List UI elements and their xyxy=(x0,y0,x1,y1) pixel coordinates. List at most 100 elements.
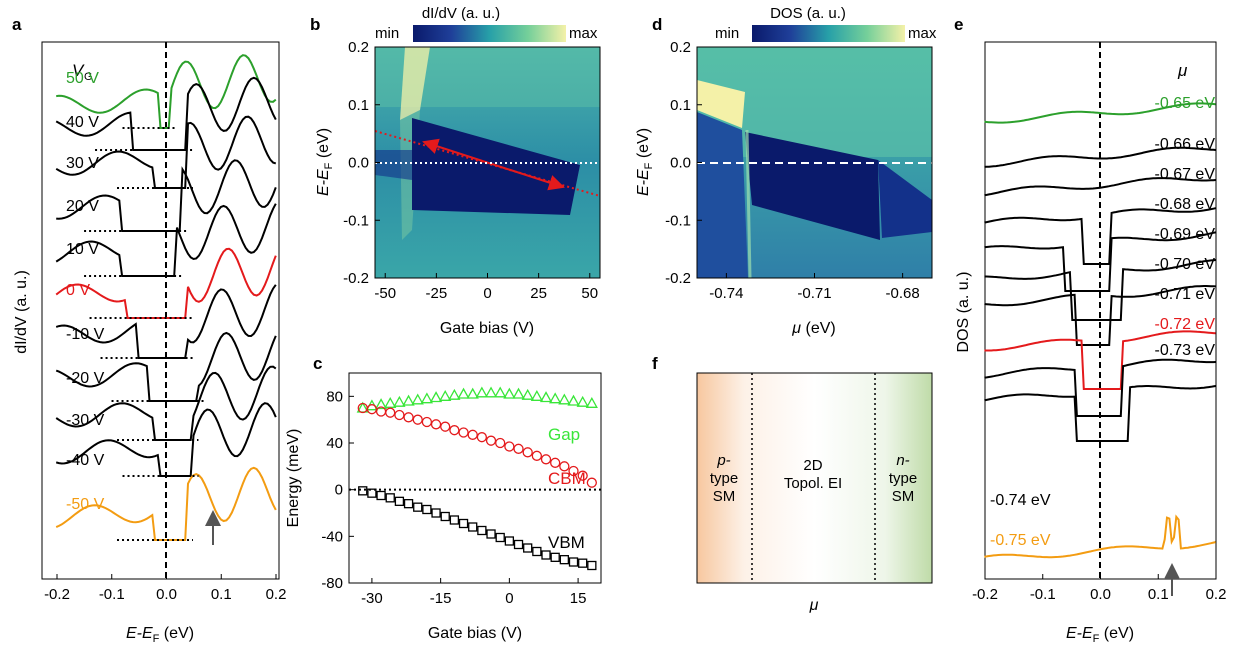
gap-point xyxy=(558,393,571,405)
cbm-point xyxy=(449,425,460,436)
gap-point xyxy=(475,386,488,398)
vbm-point xyxy=(477,525,487,536)
panel-label-d: d xyxy=(652,15,662,34)
xtick-e-ticklabel: 0.2 xyxy=(1206,586,1227,603)
gap-point xyxy=(494,386,507,398)
legend-gap: Gap xyxy=(548,425,580,444)
cbm-point xyxy=(467,429,478,440)
colorbar-title-d: DOS (a. u.) xyxy=(770,5,846,22)
vbm-point xyxy=(358,486,368,496)
panel-d: d DOS (a. u.) min max -0.74 -0.71 -0.68 0.… xyxy=(635,5,937,337)
vbm-point xyxy=(440,511,450,522)
curve-label-e: -0.68 eV xyxy=(1155,196,1216,213)
colorbar-max-d: max xyxy=(908,25,937,42)
panel-f: f p- type SM 2D Topol. EI n- type SM μ xyxy=(652,354,933,614)
curve-label-e: -0.75 eV xyxy=(990,532,1051,549)
vbm-point xyxy=(449,515,460,525)
panel-label-b: b xyxy=(310,15,320,34)
xticks-c: -30 -15 0 15 xyxy=(361,578,586,607)
vbm-point xyxy=(394,496,405,506)
xlabel-a: E-EF (eV) xyxy=(126,625,194,645)
gap-point xyxy=(402,394,415,406)
svg-text:2D: 2D xyxy=(803,457,822,474)
ytick-b-ticklabel: 0.0 xyxy=(348,155,369,172)
xtick-a-ticklabel: -0.2 xyxy=(44,586,70,603)
spectrum-curve-a xyxy=(55,365,277,441)
gap-point xyxy=(448,388,461,400)
ytick-b-ticklabel: -0.2 xyxy=(343,270,369,287)
vbm-point xyxy=(458,518,469,529)
gap-point xyxy=(567,394,580,406)
cbm-point xyxy=(485,435,497,446)
curve-label-e: -0.69 eV xyxy=(1155,226,1216,243)
dos-curve-e xyxy=(984,358,1216,417)
ytick-d-ticklabel: 0.0 xyxy=(670,155,691,172)
gap-point xyxy=(585,396,598,408)
vbm-point xyxy=(578,558,588,568)
gap-point xyxy=(512,387,525,399)
dos-curve-e xyxy=(984,231,1216,292)
vbm-point xyxy=(367,488,377,498)
curve-label-e: -0.71 eV xyxy=(1155,286,1216,303)
panel-b: b dI/dV (a. u.) min max -50 -25 0 25 50 0.20… xyxy=(310,5,601,337)
colorbar-min-d: min xyxy=(715,25,739,42)
svg-text:Topol. EI: Topol. EI xyxy=(784,475,842,492)
cbm-point xyxy=(540,454,552,465)
svg-text:type: type xyxy=(889,470,917,487)
panel-a: a V G 50 V 40 V 30 V 20 V 10 V 0 V -10 V -20 V -… xyxy=(12,15,286,645)
xtick-b-ticklabel: -25 xyxy=(426,285,448,302)
vbm-point xyxy=(431,508,441,518)
ytick-b-ticklabel: 0.2 xyxy=(348,39,369,56)
dos-curve-e xyxy=(984,259,1216,321)
mu-symbol: μ xyxy=(1177,61,1188,80)
xtick-b-ticklabel: -50 xyxy=(374,285,396,302)
gap-point xyxy=(420,392,433,404)
vbm-point xyxy=(541,550,551,560)
xlabel-d: μ (eV) xyxy=(791,320,835,337)
curve-label-a: -50 V xyxy=(66,496,105,513)
xtick-a-ticklabel: 0.0 xyxy=(156,586,177,603)
xtick-b-ticklabel: 50 xyxy=(581,285,598,302)
panel-e: e μ -0.65 eV-0.66 eV-0.67 eV-0.68 eV-0.6… xyxy=(954,15,1226,645)
xlabel-b: Gate bias (V) xyxy=(440,320,534,337)
panel-c: c Gap CBM VBM -30 -15 0 15 80 40 0 -40 -80 Ener… xyxy=(285,354,602,642)
panel-label-f: f xyxy=(652,354,658,373)
colorbar-min-b: min xyxy=(375,25,399,42)
gap-point xyxy=(429,391,443,403)
baseline-dots-a xyxy=(84,127,204,541)
xtick-c-ticklabel: 15 xyxy=(570,590,587,607)
gap-point xyxy=(530,389,543,401)
legend-vbm: VBM xyxy=(548,533,585,552)
cbm-point xyxy=(430,419,442,430)
xtick-c-ticklabel: -30 xyxy=(361,590,383,607)
ytick-d-ticklabel: -0.1 xyxy=(665,212,691,229)
gap-point xyxy=(484,386,498,398)
gap-point xyxy=(457,387,470,399)
vbm-point xyxy=(587,560,597,571)
ylabel-c: Energy (meV) xyxy=(285,429,302,528)
svg-text:type: type xyxy=(710,470,738,487)
spectrum-curve-a xyxy=(56,54,277,129)
xlabel-c: Gate bias (V) xyxy=(428,625,522,642)
curve-label-e: -0.74 eV xyxy=(990,492,1051,509)
xtick-e-ticklabel: 0.0 xyxy=(1090,586,1111,603)
curve-label-a: 10 V xyxy=(66,241,99,258)
xlabel-e: E-EF (eV) xyxy=(1066,625,1134,645)
curve-label-a: -40 V xyxy=(66,452,105,469)
yticks-c: 80 40 0 -40 -80 xyxy=(321,388,354,592)
vg-symbol: V xyxy=(72,61,85,80)
vbm-point xyxy=(403,499,414,509)
panel-label-c: c xyxy=(313,354,322,373)
colorbar-max-b: max xyxy=(569,25,598,42)
vbm-point xyxy=(468,522,478,532)
curve-label-a: -30 V xyxy=(66,412,105,429)
vbm-point xyxy=(523,543,533,553)
xtick-a-ticklabel: -0.1 xyxy=(99,586,125,603)
xlabel-f: μ xyxy=(809,597,819,614)
xtick-c-ticklabel: -15 xyxy=(430,590,452,607)
dos-curve-e xyxy=(984,207,1216,265)
ylabel-d: E-EF (eV) xyxy=(635,128,655,196)
vg-subscript: G xyxy=(84,71,93,83)
vbm-point xyxy=(495,532,505,543)
vbm-point xyxy=(513,539,524,550)
